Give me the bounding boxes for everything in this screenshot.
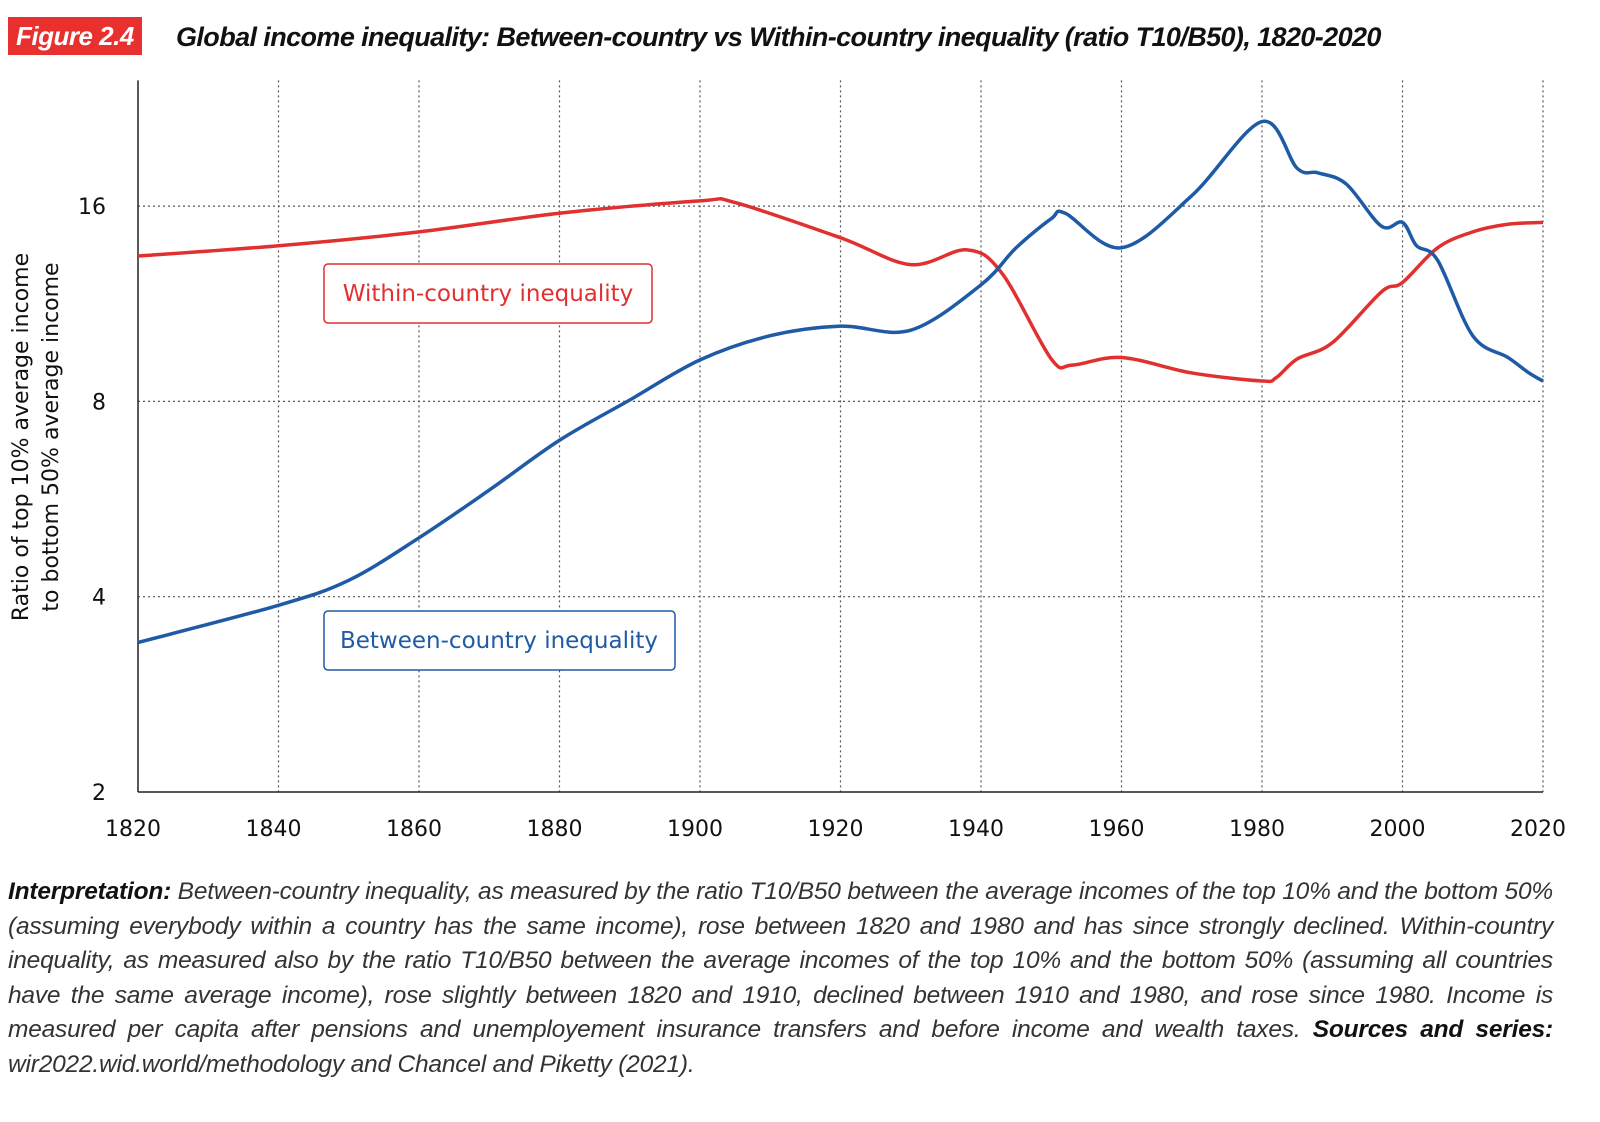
x-tick-label: 2020 — [1510, 817, 1566, 842]
between-country-label-box — [323, 610, 676, 671]
y-tick-label: 2 — [92, 781, 106, 806]
figure-label: Figure 2.4 — [8, 17, 142, 55]
between-country-label: Between-country inequality — [340, 628, 658, 654]
x-tick-label: 1880 — [527, 817, 583, 842]
y-axis-label-line2: to bottom 50% average income — [39, 262, 64, 611]
x-tick-label: 1840 — [246, 817, 302, 842]
between-country-line — [137, 119, 1544, 645]
x-tick-label: 1940 — [948, 817, 1004, 842]
within-country-line — [137, 197, 1544, 384]
line-chart: 1820 1840 1860 1880 1900 1920 1940 1960 1980 2000… — [9, 80, 1566, 842]
sources-label: Sources and series: — [1312, 1016, 1554, 1044]
x-tick-label: 1820 — [105, 817, 161, 842]
x-tick-label: 1920 — [808, 817, 864, 842]
x-tick-label: 1980 — [1229, 817, 1285, 842]
within-country-label: Within-country inequality — [343, 281, 634, 307]
y-axis-label-line1: Ratio of top 10% average income — [9, 253, 34, 621]
y-tick-label: 8 — [92, 390, 106, 415]
y-tick-label: 16 — [78, 195, 106, 220]
x-tick-label: 1900 — [667, 817, 723, 842]
interpretation-label: Interpretation: — [8, 878, 172, 905]
x-tick-label: 2000 — [1370, 817, 1426, 842]
sources-text: wir2022.wid.world/methodology and Chance… — [8, 1050, 695, 1078]
interpretation-note: Interpretation: Between-country inequali… — [8, 875, 1553, 1083]
within-country-label-box — [323, 263, 653, 324]
chart-title: Global income inequality: Between-countr… — [176, 22, 1381, 52]
interpretation-text: Between-country inequality, as measured … — [8, 878, 1553, 1044]
x-tick-label: 1960 — [1089, 817, 1145, 842]
y-tick-label: 4 — [92, 586, 106, 611]
x-tick-label: 1860 — [386, 817, 442, 842]
